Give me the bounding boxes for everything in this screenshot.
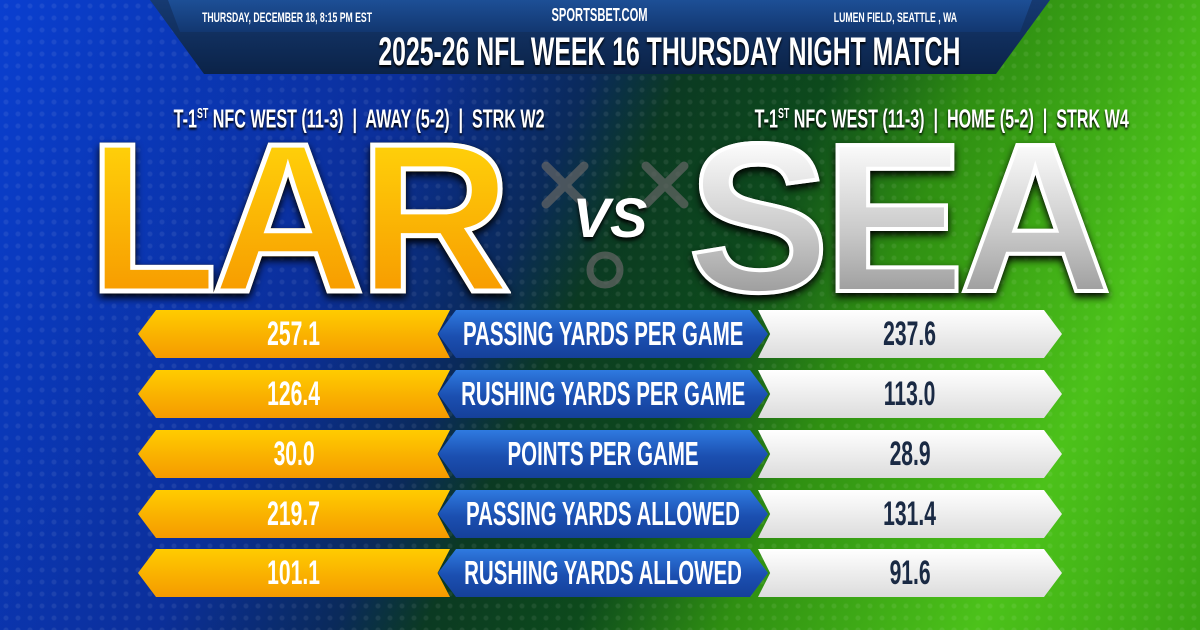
o-mark-icon [586,251,624,289]
site-link[interactable]: SPORTSBET.COM [551,5,649,25]
page-title: 2025-26 NFL WEEK 16 THURSDAY NIGHT MATCH [378,30,961,74]
vs-badge: VS [572,186,648,249]
home-stat: 91.6 [758,549,1062,597]
away-stat: 126.4 [138,370,450,418]
home-team-abbr: SEA [686,99,1114,336]
stat-label: PASSING YARDS PER GAME [438,310,768,358]
home-stat: 131.4 [758,490,1062,538]
venue: LUMEN FIELD, SEATTLE , WA [833,9,957,25]
stat-row: 30.0 POINTS PER GAME 28.9 [138,430,1062,478]
home-stat: 237.6 [758,310,1062,358]
stat-row: 219.7 PASSING YARDS ALLOWED 131.4 [138,490,1062,538]
home-stat: 28.9 [758,430,1062,478]
info-banner [168,0,1032,32]
stat-label: RUSHING YARDS ALLOWED [438,549,768,597]
game-date: THURSDAY, DECEMBER 18, 8:15 PM EST [202,9,373,25]
away-stat: 219.7 [138,490,450,538]
stat-label: RUSHING YARDS PER GAME [438,370,768,418]
stat-label: POINTS PER GAME [438,430,768,478]
away-team-abbr: LAR [86,99,515,336]
away-stat: 257.1 [138,310,450,358]
x-mark-icon [541,161,589,209]
stat-row: 101.1 RUSHING YARDS ALLOWED 91.6 [138,549,1062,597]
stat-row: 257.1 PASSING YARDS PER GAME 237.6 [138,310,1062,358]
away-record: T-1ST NFC WEST (11-3) | AWAY (5-2) | STR… [173,103,545,134]
stat-label: PASSING YARDS ALLOWED [438,490,768,538]
stat-row: 126.4 RUSHING YARDS PER GAME 113.0 [138,370,1062,418]
away-stat: 101.1 [138,549,450,597]
home-stat: 113.0 [758,370,1062,418]
x-mark-icon [641,161,689,209]
away-stat: 30.0 [138,430,450,478]
home-record: T-1ST NFC WEST (11-3) | HOME (5-2) | STR… [754,103,1129,134]
